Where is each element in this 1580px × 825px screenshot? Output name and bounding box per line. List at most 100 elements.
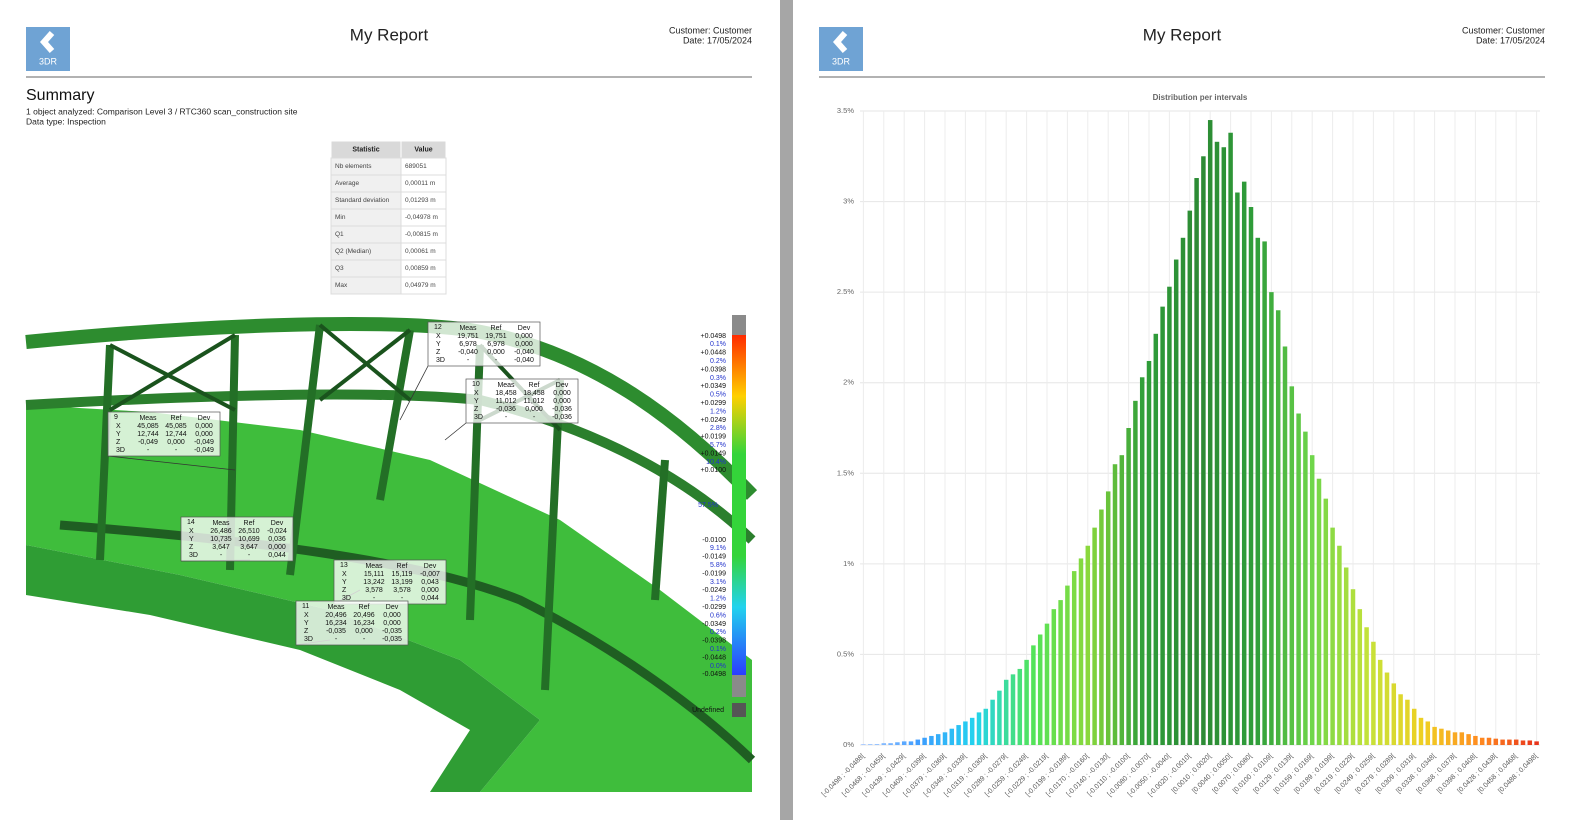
table-text: Max (335, 282, 348, 289)
callout-cell: 3,647 (240, 544, 258, 551)
bar (963, 721, 968, 745)
scale-label: 3.1% (710, 579, 726, 586)
report-title: My Report (1143, 25, 1222, 44)
bar (1439, 728, 1444, 745)
bar (1037, 634, 1043, 745)
bar (1167, 286, 1172, 745)
scale-label: -0.0199 (702, 570, 726, 577)
bar (1153, 333, 1159, 745)
bar (874, 744, 880, 745)
scale-label: +0.0498 (701, 333, 727, 340)
3d-viewport (25, 315, 758, 792)
callout-cell: 0,043 (421, 579, 439, 586)
callout-col: Dev (518, 325, 531, 332)
bar (1330, 527, 1335, 745)
callout-cell: Z (116, 439, 121, 446)
callout-id: 14 (187, 519, 195, 526)
callout-cell: 45,085 (137, 423, 159, 430)
bar (956, 725, 961, 745)
table-text: Min (335, 214, 346, 221)
columns (96, 324, 669, 691)
table-text: -0,00815 m (405, 231, 438, 238)
floor-edge (26, 545, 540, 792)
bar (895, 742, 900, 745)
bar (1479, 737, 1485, 745)
callout-cell: 16,234 (353, 620, 375, 627)
callout-cell: Y (342, 579, 347, 586)
bar (1112, 464, 1118, 745)
y-tick-label: 0.5% (837, 649, 854, 658)
callout-cell: 0,044 (268, 552, 286, 559)
callout-cell: 26,486 (210, 528, 232, 535)
callout-cell: 0,000 (383, 620, 401, 627)
table-text: -0,04978 m (405, 214, 438, 221)
table-header: Statistic (352, 146, 379, 153)
callout-cell: X (474, 390, 479, 397)
callout-col: Ref (491, 325, 502, 332)
scale-label: 0.2% (710, 358, 726, 365)
callout-col: Ref (359, 604, 370, 611)
callout-cell: 19,751 (485, 333, 507, 340)
callout-col: Dev (271, 520, 284, 527)
callout-cell: X (342, 571, 347, 578)
bar (1119, 455, 1125, 745)
callout-cell: 15,119 (392, 571, 413, 578)
bar (1269, 292, 1274, 745)
callout-cell: -0,036 (552, 406, 572, 413)
scale-label: +0.0100 (701, 467, 727, 474)
bar (1078, 558, 1084, 745)
bar (1391, 683, 1397, 745)
callout-cell: - (373, 595, 376, 602)
scale-label: -0.0249 (702, 587, 726, 594)
callout-cell: 18,458 (523, 390, 545, 397)
chart-title: Distribution per intervals (1153, 93, 1248, 102)
date: Date: 17/05/2024 (683, 35, 752, 45)
callout-cell: Z (342, 587, 347, 594)
scale-label: -0.0100 (702, 537, 726, 544)
bar (1051, 609, 1057, 745)
bar (1139, 377, 1145, 745)
bar (1173, 259, 1179, 745)
bar (1473, 735, 1478, 745)
bar (1364, 627, 1369, 745)
scale-cap-top (732, 315, 746, 335)
scale-label: 0.2% (710, 629, 726, 636)
table-text: 0,04979 m (405, 282, 436, 289)
callout-cell: -0,049 (138, 439, 158, 446)
callout-col: Meas (365, 563, 383, 570)
customer: Customer: Customer (669, 25, 752, 35)
callout-cell: 3,578 (393, 587, 411, 594)
callout-cell: -0,036 (552, 414, 572, 421)
callout-cell: -0,035 (326, 628, 346, 635)
callout-box (427, 321, 541, 367)
callout-cell: Y (304, 620, 309, 627)
table-text: 0,00859 m (405, 265, 436, 272)
callout-col: Meas (497, 382, 515, 389)
bar (1534, 741, 1539, 745)
scale-label: 1.2% (710, 596, 726, 603)
y-tick-label: 1% (843, 559, 854, 568)
callout-cell: 20,496 (353, 612, 375, 619)
scale-label: -0.0149 (702, 554, 726, 561)
callout-cell: - (175, 447, 178, 454)
scale-label: +0.0349 (701, 383, 727, 390)
y-tick-label: 1.5% (837, 468, 854, 477)
callout-col: Ref (171, 415, 182, 422)
callout-cell: 12,744 (165, 431, 187, 438)
bar (922, 737, 927, 745)
callout-col: Meas (327, 604, 345, 611)
bar (1520, 740, 1526, 745)
callout-cell: 0,000 (515, 341, 533, 348)
table-text: Q3 (335, 265, 344, 272)
callout-cell: 6,978 (487, 341, 505, 348)
callout-cell: 0,000 (553, 390, 571, 397)
callout-cell: 11,012 (496, 398, 517, 405)
bar (1398, 694, 1403, 745)
bar (881, 743, 887, 745)
callout-id: 12 (434, 324, 442, 331)
table-text: Q2 (Median) (335, 248, 371, 255)
callout-cell: -0,036 (496, 406, 516, 413)
summary-line: 1 object analyzed: Comparison Level 3 / … (26, 106, 298, 116)
bar (1010, 674, 1016, 745)
callout-cell: X (189, 528, 194, 535)
